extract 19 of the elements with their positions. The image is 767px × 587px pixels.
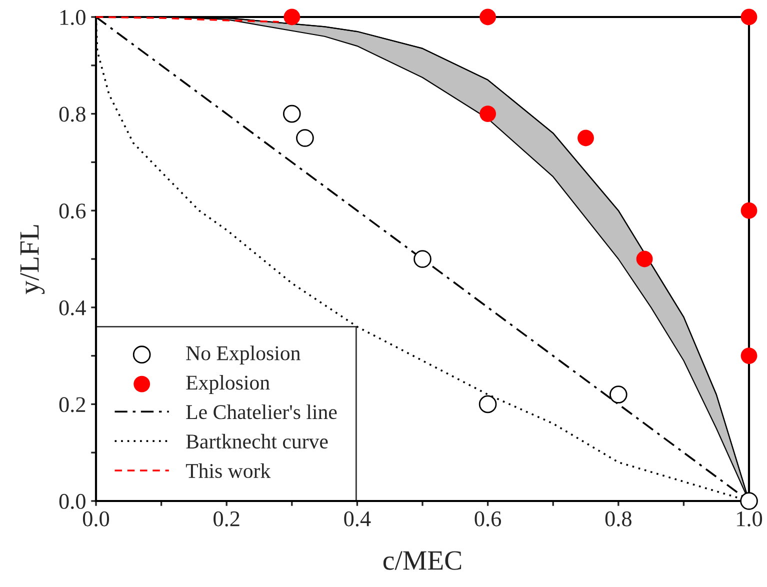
x-tick-label: 0.4 <box>344 511 371 526</box>
legend-label: Bartknecht curve <box>186 434 328 449</box>
x-tick-label: 0.8 <box>605 511 632 526</box>
y-tick-label: 0.8 <box>59 106 86 122</box>
x-tick-label: 0.0 <box>82 511 110 526</box>
x-tick-label: 0.2 <box>214 511 240 526</box>
y-axis-title: y/LFL <box>20 225 45 294</box>
y-tick-label: 0.0 <box>59 494 86 510</box>
legend-label: Le Chatelier's line <box>186 404 337 420</box>
y-tick-label: 1.0 <box>60 10 86 26</box>
x-axis-title: c/MEC <box>383 551 462 570</box>
x-tick-label: 0.6 <box>474 511 502 526</box>
y-tick-label: 0.2 <box>59 397 86 412</box>
legend-label: Explosion <box>186 375 270 394</box>
y-tick-label: 0.4 <box>59 300 86 316</box>
y-tick-label: 0.6 <box>59 204 86 219</box>
x-tick-label: 1.0 <box>737 511 762 526</box>
legend-label: This work <box>186 463 271 478</box>
legend-label: No Explosion <box>186 346 300 365</box>
